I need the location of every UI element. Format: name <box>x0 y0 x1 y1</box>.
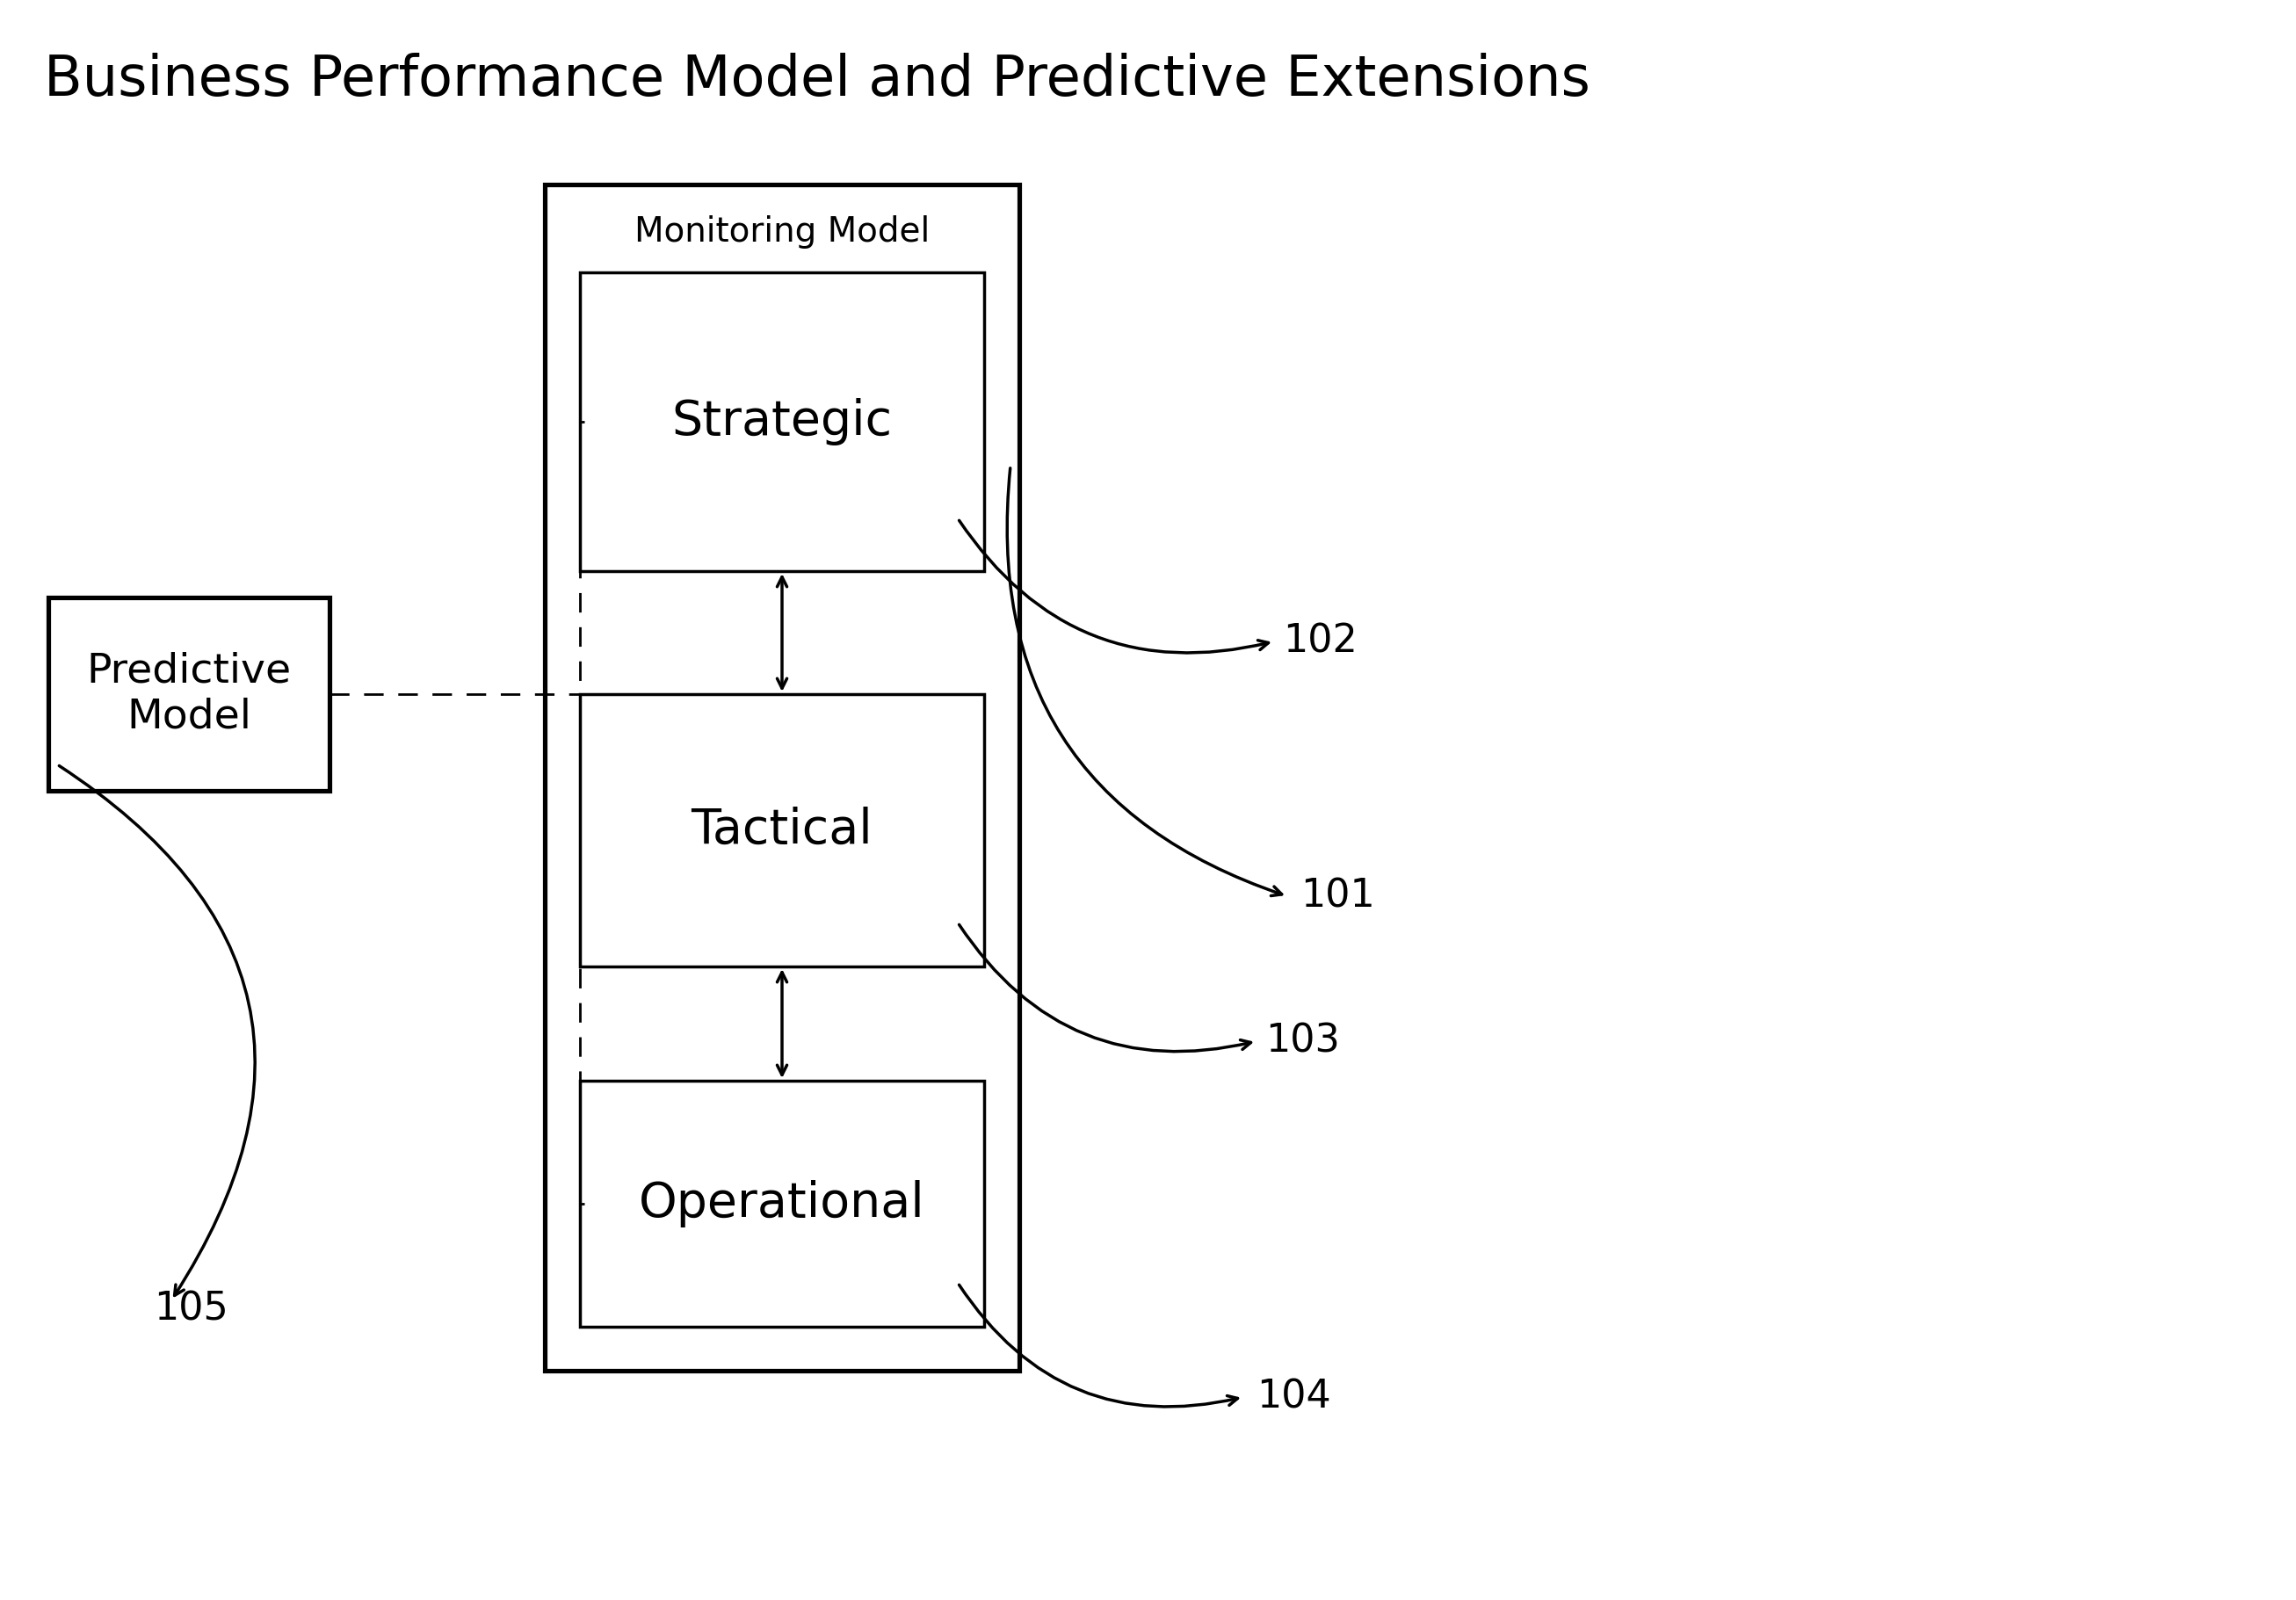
Text: 105: 105 <box>154 1290 227 1328</box>
Text: 104: 104 <box>1256 1378 1332 1416</box>
Bar <box>581 272 985 571</box>
Text: Operational: Operational <box>638 1181 925 1227</box>
Bar <box>544 184 1019 1371</box>
Text: Strategic: Strategic <box>673 398 893 445</box>
Text: Predictive
Model: Predictive Model <box>87 651 292 736</box>
Bar <box>581 694 985 966</box>
Bar <box>581 1080 985 1326</box>
Text: Tactical: Tactical <box>691 806 872 854</box>
Text: Business Performance Model and Predictive Extensions: Business Performance Model and Predictiv… <box>44 53 1591 107</box>
Text: Monitoring Model: Monitoring Model <box>634 216 930 248</box>
Text: 102: 102 <box>1283 622 1357 661</box>
Bar <box>48 597 331 790</box>
Text: 103: 103 <box>1265 1022 1341 1061</box>
Text: 101: 101 <box>1300 877 1375 915</box>
